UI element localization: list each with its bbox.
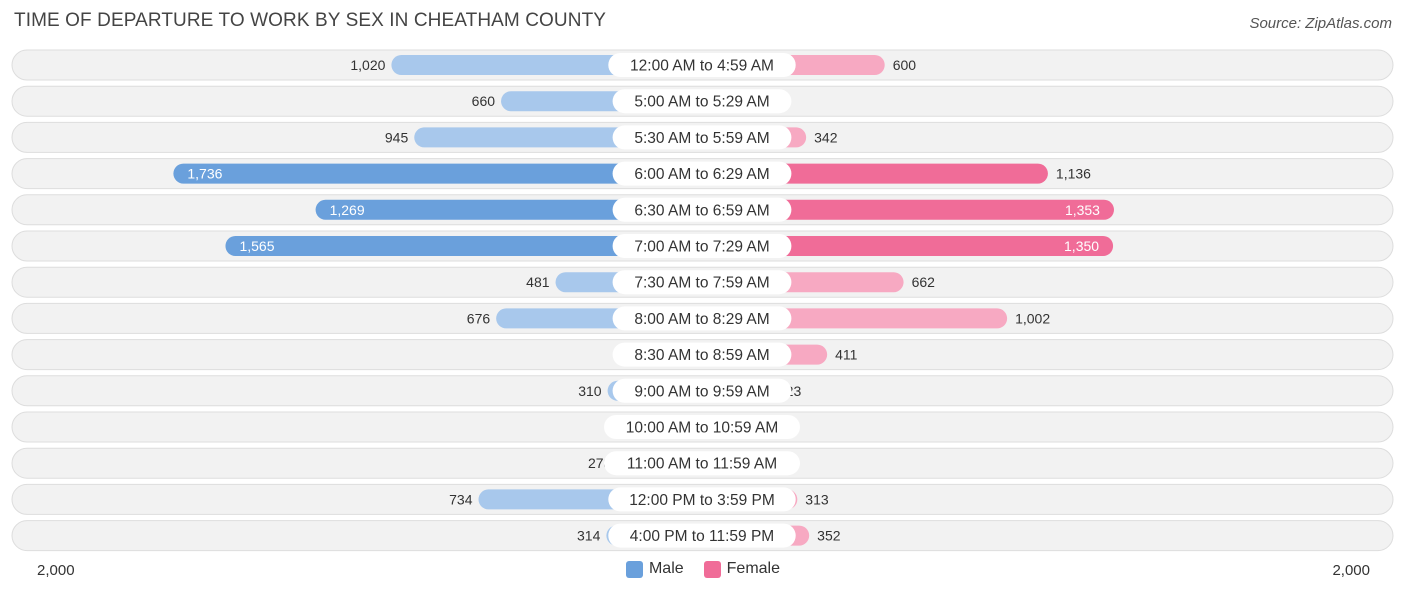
category-label: 6:30 AM to 6:59 AM (634, 202, 769, 219)
axis-left-label: 2,000 (37, 562, 75, 579)
female-value-label: 600 (893, 57, 917, 73)
female-value-label: 313 (805, 491, 829, 507)
category-label-pill (612, 342, 792, 367)
category-label: 8:00 AM to 8:29 AM (634, 311, 769, 328)
legend-item-female: Female (703, 560, 781, 578)
category-label: 9:00 AM to 9:59 AM (634, 383, 769, 400)
male-bar (315, 199, 702, 220)
category-label-pill (604, 415, 800, 439)
male-value-label: 734 (449, 491, 473, 507)
category-label: 12:00 PM to 3:59 PM (629, 492, 775, 509)
category-label-pill (612, 161, 792, 186)
male-value-label: 1,565 (239, 238, 274, 254)
category-label-pill (612, 234, 792, 258)
category-label-pill (612, 197, 792, 222)
category-row: 1074118:30 AM to 8:59 AM (11, 339, 1394, 371)
female-value-label: 1,350 (1064, 238, 1099, 254)
category-label-pill (604, 451, 800, 476)
axis-right-label: 2,000 (1332, 562, 1370, 579)
category-label-pill (612, 89, 792, 114)
legend-label-male: Male (648, 560, 684, 577)
category-label: 11:00 AM to 11:59 AM (627, 456, 777, 473)
category-label: 8:30 AM to 8:59 AM (634, 347, 769, 364)
category-label: 7:00 AM to 7:29 AM (634, 239, 769, 256)
legend: Male Female (0, 560, 1406, 578)
legend-swatch-male (625, 560, 643, 578)
category-label: 7:30 AM to 7:59 AM (634, 275, 769, 292)
category-label-pill (612, 378, 792, 403)
category-row: 1,736 1,136 6:00 AM to 6:29 AM (11, 158, 1394, 190)
female-value-label: 1,002 (1015, 310, 1050, 326)
male-value-label: 310 (578, 383, 602, 399)
category-label-pill (612, 125, 792, 150)
male-value-label: 314 (577, 528, 601, 544)
male-value-label: 945 (385, 129, 409, 145)
category-label-pill (612, 270, 792, 295)
female-value-label: 1,353 (1065, 202, 1100, 218)
category-row: 481 662 7:30 AM to 7:59 AM (11, 266, 1394, 298)
category-row: 3102239:00 AM to 9:59 AM (11, 375, 1394, 407)
female-value-label: 411 (835, 347, 858, 363)
male-bar (225, 236, 702, 256)
male-value-label: 481 (526, 274, 550, 290)
male-value-label: 1,736 (187, 166, 222, 182)
male-value-label: 676 (467, 310, 491, 326)
male-value-label: 660 (472, 93, 496, 109)
category-row: 2785011:00 AM to 11:59 AM (11, 447, 1394, 479)
category-label: 6:00 AM to 6:29 AM (634, 166, 769, 183)
source-label: Source: ZipAtlas.com (1249, 15, 1392, 32)
category-row: 11216710:00 AM to 10:59 AM (11, 411, 1394, 443)
male-value-label: 1,020 (350, 57, 385, 73)
legend-swatch-female (703, 560, 721, 578)
category-row: 314 352 4:00 PM to 11:59 PM (11, 520, 1394, 552)
category-label: 12:00 AM to 4:59 AM (630, 58, 774, 75)
category-row: 945 342 5:30 AM to 5:59 AM (11, 121, 1394, 153)
female-value-label: 662 (912, 274, 936, 290)
female-value-label: 352 (817, 528, 841, 544)
category-row: 734 313 12:00 PM to 3:59 PM (11, 483, 1394, 515)
category-label-pill (612, 306, 792, 331)
category-label: 10:00 AM to 10:59 AM (626, 420, 779, 437)
category-row: 676 1,002 8:00 AM to 8:29 AM (11, 302, 1394, 334)
category-row: 1,565 1,350 7:00 AM to 7:29 AM (11, 230, 1394, 262)
female-value-label: 1,136 (1056, 166, 1091, 182)
female-value-label: 342 (814, 129, 838, 145)
legend-label-female: Female (726, 560, 781, 577)
category-label: 5:30 AM to 5:59 AM (634, 130, 769, 147)
male-bar (173, 163, 702, 184)
category-row: 6601895:00 AM to 5:29 AM (11, 85, 1394, 117)
female-bar (702, 199, 1114, 220)
category-row: 1,020 600 12:00 AM to 4:59 AM (11, 49, 1394, 81)
category-label: 4:00 PM to 11:59 PM (630, 528, 774, 545)
category-row: 1,269 1,353 6:30 AM to 6:59 AM (11, 194, 1394, 226)
male-value-label: 1,269 (330, 202, 365, 218)
category-label-pill (608, 523, 796, 548)
chart-title: TIME OF DEPARTURE TO WORK BY SEX IN CHEA… (14, 10, 607, 31)
female-bar (702, 236, 1114, 256)
category-label: 5:00 AM to 5:29 AM (634, 94, 769, 111)
category-label-pill (608, 53, 796, 77)
legend-item-male: Male (625, 560, 684, 578)
category-label-pill (608, 487, 796, 512)
